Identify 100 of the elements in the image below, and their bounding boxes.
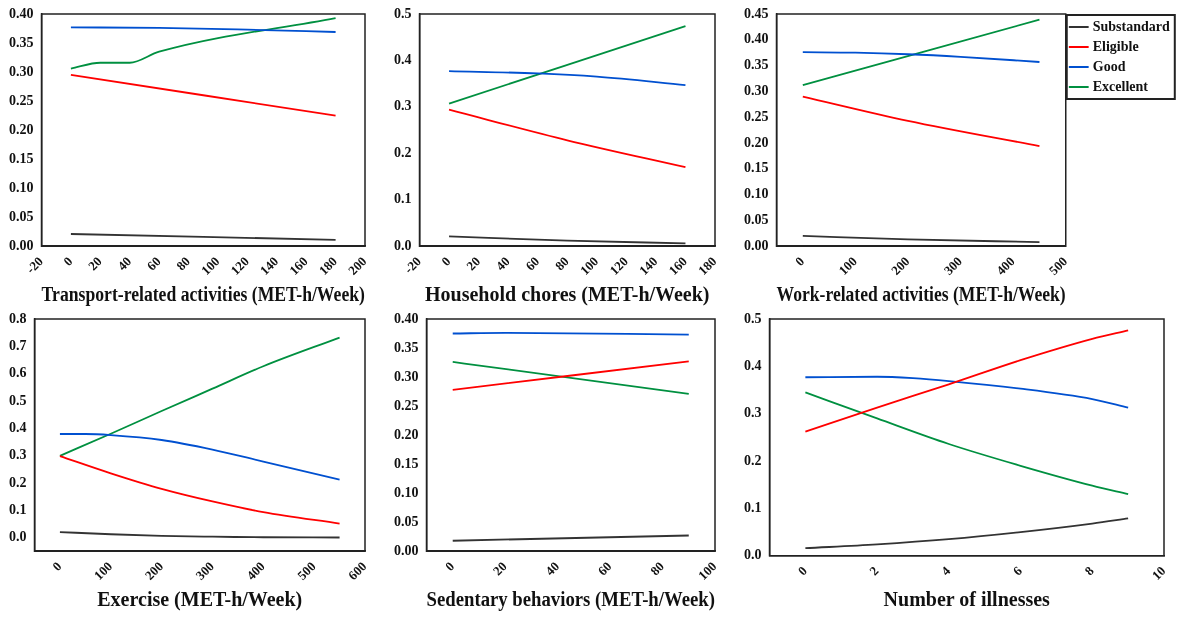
x-tick-label: 20 bbox=[463, 253, 484, 274]
line-series bbox=[804, 375, 1130, 409]
x-tick-label: 120 bbox=[606, 253, 631, 278]
legend-label: Good bbox=[1092, 58, 1126, 74]
y-tick-label: 0.10 bbox=[394, 484, 419, 500]
x-tick-label: 0 bbox=[438, 253, 454, 269]
y-tick-label: 0.25 bbox=[394, 397, 419, 413]
y-tick-label: 0.40 bbox=[9, 5, 34, 21]
line-series bbox=[801, 51, 1041, 63]
x-tick-label: 60 bbox=[594, 558, 615, 579]
y-tick-label: 0.20 bbox=[394, 426, 419, 442]
y-tick-label: 0.25 bbox=[744, 108, 769, 124]
x-tick-label: 500 bbox=[294, 558, 319, 583]
x-tick-label: 120 bbox=[227, 253, 252, 278]
y-tick-label: 0.10 bbox=[9, 179, 34, 195]
x-axis-title: Exercise (MET-h/Week) bbox=[97, 588, 303, 612]
legend-label: Excellent bbox=[1092, 78, 1149, 94]
x-axis-title: Number of illnesses bbox=[883, 588, 1051, 611]
x-tick-label: 100 bbox=[90, 558, 116, 583]
x-tick-label: 0 bbox=[49, 558, 65, 574]
x-tick-label: 100 bbox=[835, 253, 860, 278]
x-tick-label: 8 bbox=[1081, 562, 1098, 579]
y-tick-label: 0.45 bbox=[744, 5, 769, 21]
y-tick-label: 0.30 bbox=[9, 63, 34, 79]
x-tick-label: -20 bbox=[401, 253, 424, 277]
x-tick-label: 400 bbox=[243, 558, 268, 583]
x-tick-label: 100 bbox=[695, 558, 720, 583]
y-tick-label: 0.35 bbox=[744, 57, 769, 73]
x-tick-label: 180 bbox=[315, 253, 341, 278]
y-tick-label: 0.5 bbox=[394, 5, 412, 21]
x-tick-label: 0 bbox=[442, 558, 458, 574]
y-tick-label: 0.2 bbox=[9, 474, 27, 490]
x-tick-label: 300 bbox=[192, 558, 217, 583]
y-tick-label: 0.40 bbox=[394, 310, 419, 326]
x-tick-label: 200 bbox=[888, 253, 913, 278]
x-axis-title: Transport-related activities (MET-h/Week) bbox=[41, 283, 365, 307]
y-tick-label: 0.10 bbox=[744, 186, 769, 202]
y-tick-label: 0.00 bbox=[9, 237, 34, 253]
x-tick-label: -20 bbox=[23, 253, 46, 277]
y-tick-label: 0.2 bbox=[744, 452, 762, 468]
x-tick-label: 6 bbox=[1009, 562, 1026, 579]
line-series bbox=[804, 329, 1130, 433]
y-tick-label: 0.1 bbox=[9, 501, 27, 517]
y-tick-label: 0.0 bbox=[744, 547, 762, 563]
y-tick-label: 0.15 bbox=[744, 160, 769, 176]
x-tick-label: 160 bbox=[286, 253, 311, 278]
x-tick-label: 100 bbox=[576, 253, 602, 278]
line-series bbox=[59, 433, 341, 481]
line-series bbox=[804, 517, 1130, 550]
y-tick-label: 0.40 bbox=[744, 31, 769, 47]
y-tick-label: 0.3 bbox=[394, 98, 412, 114]
x-tick-label: 10 bbox=[1148, 563, 1169, 583]
x-tick-label: 80 bbox=[647, 558, 668, 579]
y-tick-label: 0.00 bbox=[394, 542, 419, 558]
x-tick-label: 0 bbox=[60, 253, 76, 269]
line-series bbox=[448, 70, 687, 86]
y-tick-label: 0.05 bbox=[744, 211, 769, 227]
y-tick-label: 0.0 bbox=[9, 529, 27, 545]
y-tick-label: 0.7 bbox=[9, 337, 27, 353]
x-tick-label: 20 bbox=[85, 253, 105, 274]
y-tick-label: 0.1 bbox=[744, 500, 762, 516]
y-tick-label: 0.2 bbox=[394, 144, 412, 160]
y-tick-label: 0.20 bbox=[744, 134, 769, 150]
x-tick-label: 20 bbox=[489, 558, 510, 579]
x-tick-label: 200 bbox=[141, 558, 167, 583]
y-tick-label: 0.15 bbox=[394, 455, 419, 471]
line-series bbox=[70, 17, 337, 70]
y-tick-label: 0.6 bbox=[9, 365, 27, 381]
y-tick-label: 0.5 bbox=[744, 310, 762, 326]
x-tick-label: 60 bbox=[143, 253, 164, 274]
y-tick-label: 0.05 bbox=[9, 208, 34, 224]
x-tick-label: 0 bbox=[794, 563, 810, 579]
x-tick-label: 300 bbox=[940, 253, 966, 278]
y-tick-label: 0.8 bbox=[9, 310, 27, 326]
x-axis-title: Household chores (MET-h/Week) bbox=[425, 283, 710, 307]
y-tick-label: 0.30 bbox=[394, 368, 419, 384]
x-tick-label: 200 bbox=[345, 253, 370, 278]
x-axis-title: Sedentary behaviors (MET-h/Week) bbox=[426, 588, 715, 612]
x-tick-label: 80 bbox=[551, 253, 572, 274]
x-tick-label: 140 bbox=[636, 253, 661, 278]
y-tick-label: 0.1 bbox=[394, 191, 412, 207]
legend-label: Eligible bbox=[1092, 38, 1139, 54]
x-tick-label: 60 bbox=[522, 253, 543, 274]
x-tick-label: 80 bbox=[173, 253, 194, 274]
y-tick-label: 0.4 bbox=[394, 52, 412, 68]
y-tick-label: 0.5 bbox=[9, 392, 27, 408]
y-tick-label: 0.4 bbox=[744, 357, 762, 373]
y-tick-label: 0.35 bbox=[9, 34, 34, 50]
x-tick-label: 40 bbox=[542, 558, 563, 579]
x-tick-label: 4 bbox=[938, 562, 954, 579]
y-tick-label: 0.00 bbox=[744, 237, 769, 253]
legend-label: Substandard bbox=[1092, 18, 1170, 34]
x-tick-label: 40 bbox=[492, 253, 513, 274]
x-tick-label: 500 bbox=[1045, 253, 1071, 278]
y-tick-label: 0.30 bbox=[744, 83, 769, 98]
x-tick-label: 140 bbox=[256, 253, 282, 278]
y-tick-label: 0.05 bbox=[394, 513, 419, 529]
y-tick-label: 0.0 bbox=[394, 237, 412, 253]
x-tick-label: 160 bbox=[665, 253, 690, 278]
line-series bbox=[59, 336, 341, 457]
